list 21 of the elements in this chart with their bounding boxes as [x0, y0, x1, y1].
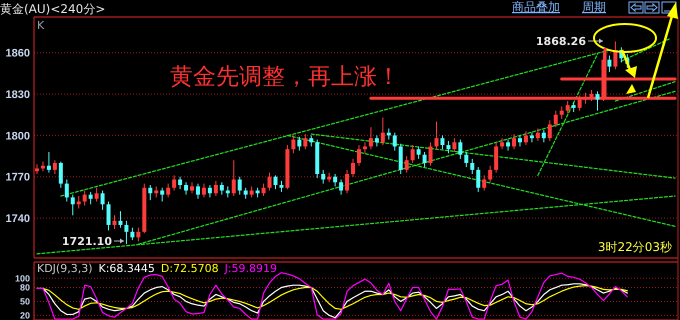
text: 商品叠加 — [512, 0, 560, 14]
annotation: 1868.26 — [536, 35, 586, 48]
y-tick-label: 1860 — [6, 48, 30, 60]
y-tick-label: 1800 — [6, 130, 30, 142]
series-label: J:59.8919 — [224, 262, 278, 275]
series-label: D:72.5708 — [160, 262, 219, 275]
y-tick-label: 1830 — [6, 88, 30, 101]
y-tick-label: 20 — [20, 310, 30, 320]
y-tick-label: 80 — [20, 282, 30, 293]
y-tick-label: 50 — [20, 296, 30, 307]
chart-title: KDJ(9,3,3) — [37, 262, 92, 275]
annotation: 3时22分03秒 — [598, 240, 672, 254]
y-tick-label: 1740 — [6, 212, 30, 225]
annotation: K — [37, 19, 45, 32]
annotation: 1721.10 — [62, 235, 112, 248]
chart-title: 黄金(AU)<240分> — [0, 2, 106, 16]
text: 周期 — [582, 0, 606, 14]
series-label: K:68.3445 — [98, 262, 155, 275]
y-tick-label: 1770 — [6, 172, 30, 184]
y-tick-label: 100 — [14, 273, 30, 284]
annotation: 黄金先调整，再上涨！ — [170, 64, 400, 90]
